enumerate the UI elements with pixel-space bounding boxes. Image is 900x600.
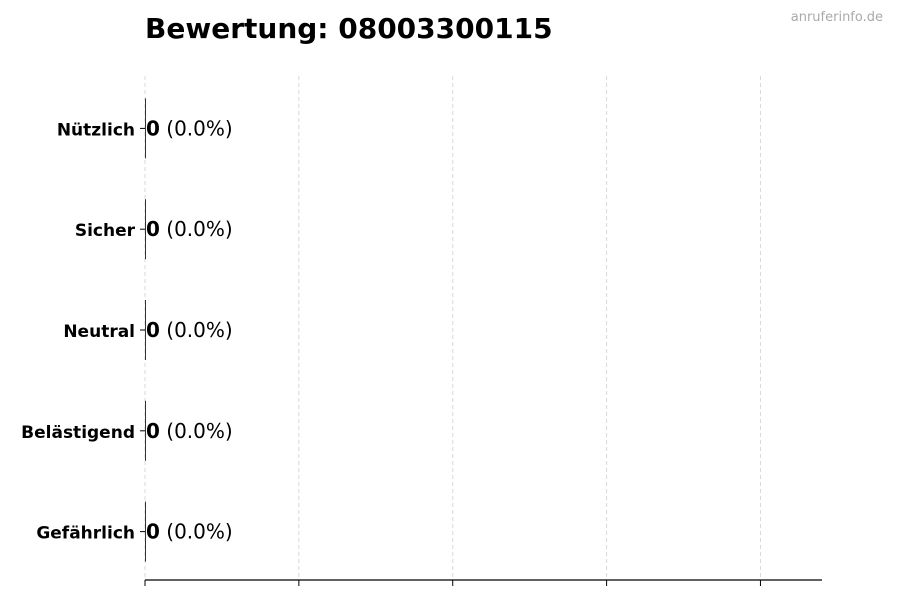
bar [145,199,146,260]
data-label-count: 0 [146,116,160,140]
y-tick-label: Sicher [75,221,136,241]
bar [145,400,146,461]
data-label-count: 0 [146,318,160,342]
y-tick-label: Belästigend [21,423,135,443]
data-label-percent: (0.0%) [160,318,233,342]
data-label-count: 0 [146,419,160,443]
bar [145,300,146,360]
y-tick-label: Neutral [63,322,135,342]
data-label-count: 0 [146,520,160,544]
data-label: 0 (0.0%) [146,116,233,140]
chart-title: Bewertung: 08003300115 [145,12,553,45]
data-label-count: 0 [146,217,160,241]
data-label: 0 (0.0%) [146,217,233,241]
bar [145,98,146,159]
data-label-percent: (0.0%) [160,419,233,443]
data-label: 0 (0.0%) [146,419,233,443]
data-label: 0 (0.0%) [146,318,233,342]
data-label-percent: (0.0%) [160,520,233,544]
bar [145,501,146,562]
data-label-percent: (0.0%) [160,116,233,140]
y-tick-label: Gefährlich [36,524,135,544]
y-tick-label: Nützlich [57,120,135,140]
watermark: anruferinfo.de [790,10,883,25]
data-label-percent: (0.0%) [160,217,233,241]
data-label: 0 (0.0%) [146,520,233,544]
